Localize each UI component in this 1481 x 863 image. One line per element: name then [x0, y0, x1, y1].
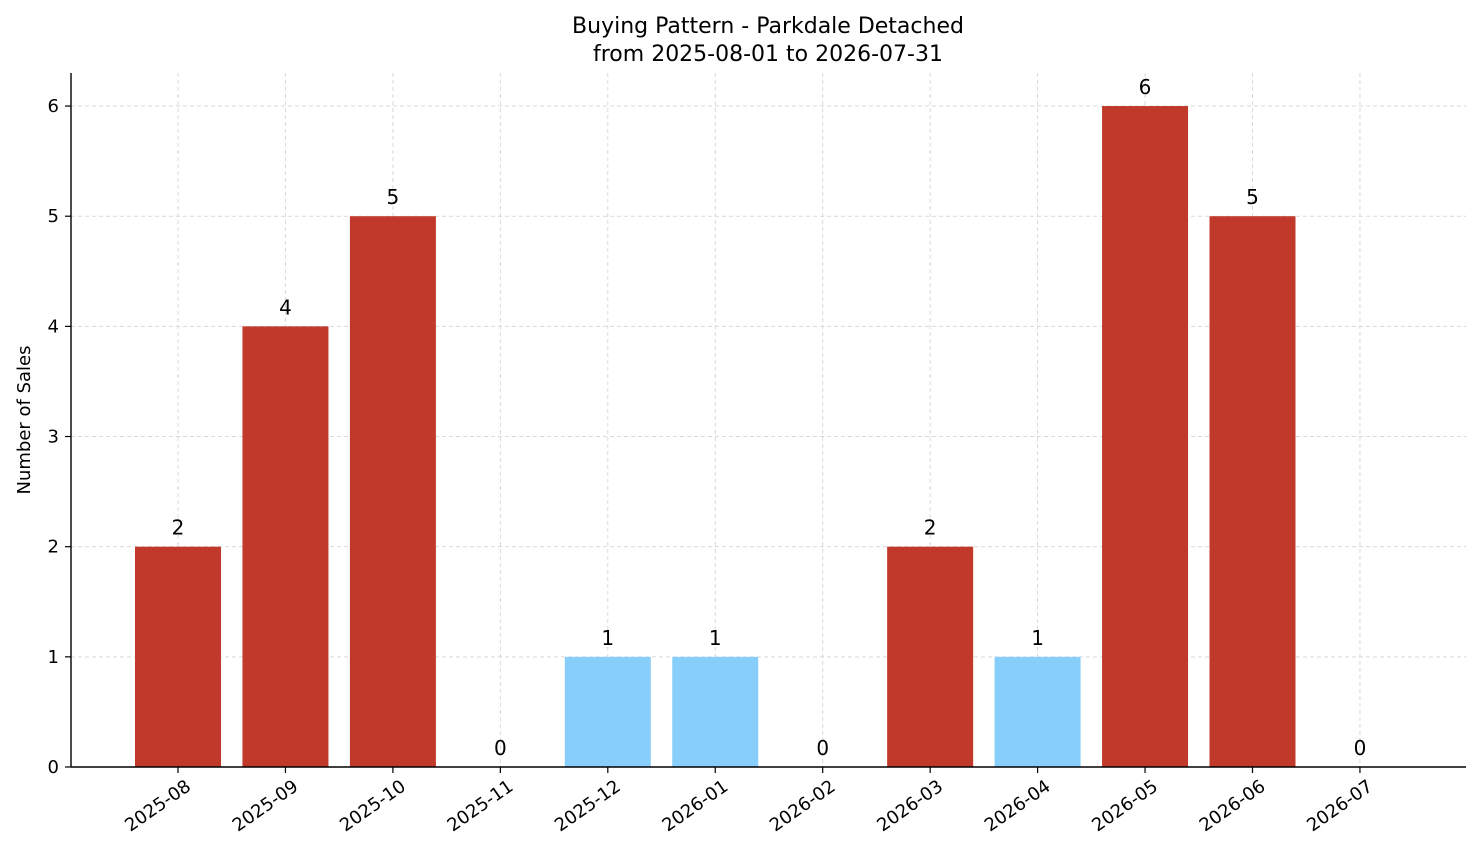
bar-value-label: 1 [601, 626, 614, 650]
x-tick-label: 2026-03 [873, 776, 947, 836]
bar [349, 216, 436, 767]
bar-value-label: 1 [709, 626, 722, 650]
bar-value-label: 0 [816, 736, 829, 760]
bar-value-label: 6 [1139, 75, 1152, 99]
bar-value-label: 1 [1031, 626, 1044, 650]
x-tick-label: 2026-05 [1088, 776, 1162, 836]
x-tick-label: 2026-07 [1303, 776, 1377, 836]
y-tick-label: 3 [48, 427, 59, 448]
bar [242, 326, 329, 767]
x-tick-label: 2026-01 [658, 776, 732, 836]
bar-value-label: 0 [494, 736, 507, 760]
bar [887, 546, 974, 767]
data-labels: 2 4 5 0 1 1 0 2 1 6 5 0 [172, 75, 1367, 760]
x-tick-label: 2025-09 [229, 776, 303, 836]
y-axis-label: Number of Sales [14, 345, 35, 494]
bar [672, 656, 759, 767]
y-tick-label: 1 [48, 647, 59, 668]
chart-subtitle: from 2025-08-01 to 2026-07-31 [593, 42, 943, 67]
bar-value-label: 2 [172, 516, 185, 540]
bar [564, 656, 651, 767]
x-tick-label: 2026-04 [981, 776, 1055, 836]
bar [1102, 106, 1189, 768]
bars [135, 106, 1296, 768]
y-tick-label: 5 [48, 206, 59, 227]
bar [994, 656, 1081, 767]
chart-title: Buying Pattern - Parkdale Detached [572, 14, 964, 39]
bar-value-label: 4 [279, 295, 292, 319]
x-tick-label: 2026-06 [1196, 776, 1270, 836]
bar-value-label: 5 [387, 185, 400, 209]
bar-value-label: 5 [1246, 185, 1259, 209]
x-tick-label: 2025-10 [336, 776, 410, 836]
y-tick-label: 6 [48, 96, 59, 117]
x-tick-label: 2025-12 [551, 776, 625, 836]
y-tick-label: 4 [48, 316, 59, 337]
bar [1209, 216, 1296, 767]
bar-value-label: 2 [924, 516, 937, 540]
x-tick-label: 2025-11 [444, 776, 518, 836]
x-tick-label: 2026-02 [766, 776, 840, 836]
x-tick-label: 2025-08 [121, 776, 195, 836]
y-tick-label: 0 [48, 757, 59, 778]
bar-value-label: 0 [1354, 736, 1367, 760]
y-tick-label: 2 [48, 537, 59, 558]
bar [135, 546, 221, 767]
